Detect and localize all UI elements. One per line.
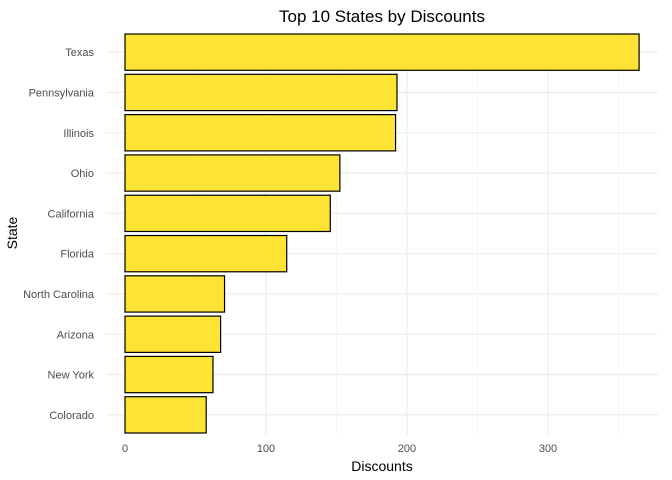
bar-colorado (124, 396, 207, 434)
chart-title: Top 10 States by Discounts (279, 7, 485, 26)
x-axis-title: Discounts (351, 458, 412, 474)
y-tick-label: Ohio (71, 168, 94, 180)
bar-arizona (124, 315, 222, 353)
y-tick-label: North Carolina (23, 289, 95, 301)
x-tick-label: 0 (122, 443, 128, 455)
y-tick-labels: Texas Pennsylvania Illinois Ohio California F… (23, 47, 95, 422)
bar-california (124, 194, 331, 233)
bar-ohio (124, 154, 341, 192)
y-tick-label: Pennsylvania (29, 87, 95, 99)
bar-texas (124, 33, 640, 71)
x-tick-labels: 0 100 200 300 (122, 443, 557, 455)
x-tick-label: 300 (539, 443, 557, 455)
bar-north-carolina (124, 275, 226, 313)
x-tick-label: 200 (398, 443, 416, 455)
y-axis-title: State (4, 216, 20, 249)
y-tick-label: Florida (60, 249, 95, 261)
bar-illinois (124, 114, 397, 152)
y-tick-label: California (48, 208, 95, 220)
bar-new-york (124, 355, 214, 394)
y-tick-label: Colorado (49, 410, 94, 422)
y-tick-label: Texas (65, 47, 94, 59)
bar-pennsylvania (124, 73, 398, 112)
bars (124, 33, 640, 434)
y-tick-label: Illinois (63, 128, 94, 140)
y-tick-label: New York (48, 370, 95, 382)
bar-florida (124, 234, 288, 273)
y-tick-label: Arizona (57, 329, 95, 341)
x-tick-label: 100 (257, 443, 275, 455)
